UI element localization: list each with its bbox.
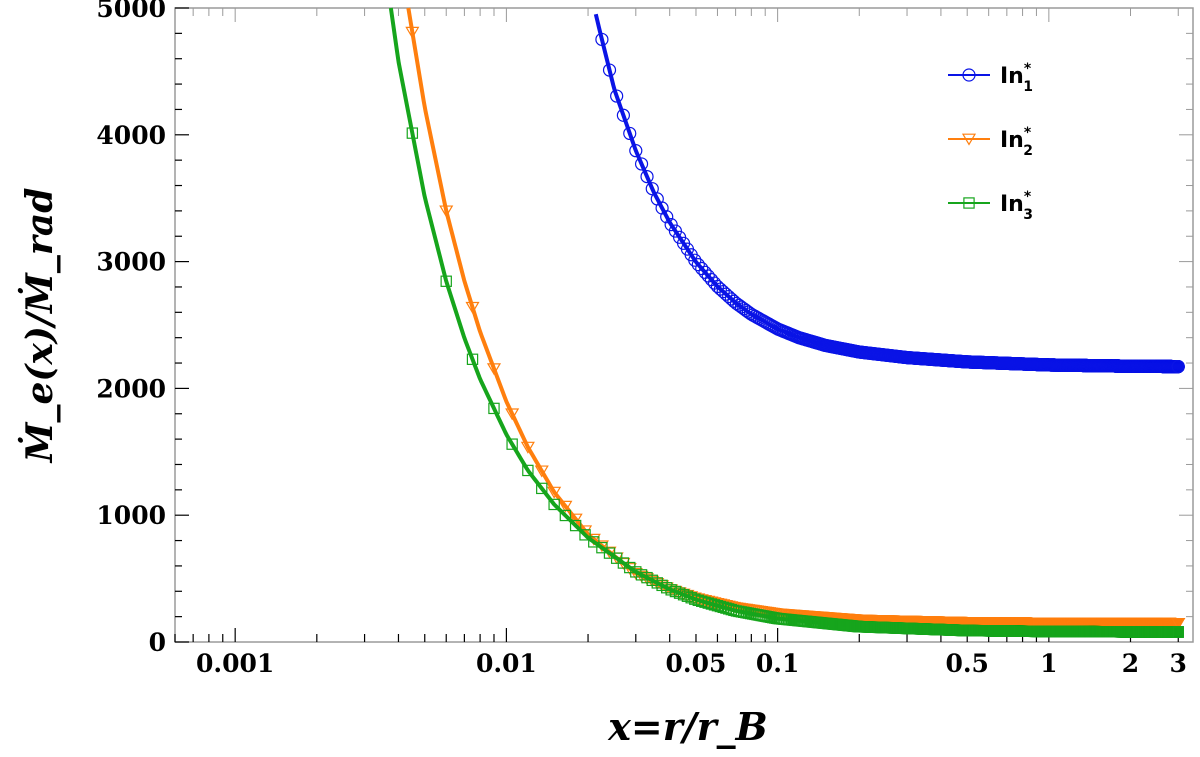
circle-marker	[1171, 359, 1185, 374]
square-marker	[536, 482, 548, 495]
circle-marker	[734, 300, 748, 314]
x-tick-label: 2	[1122, 649, 1139, 678]
circle-marker	[623, 126, 637, 141]
square-marker	[673, 587, 686, 599]
x-tick-label: 3	[1170, 649, 1187, 678]
circle-marker	[610, 89, 624, 103]
square-marker	[705, 598, 718, 610]
square-marker	[548, 498, 560, 511]
square-marker	[559, 509, 572, 522]
ticks: 0.001 0.01 0.05 0.1 0.5 1 2 3 0 1000 2000 3000 4000 5…	[96, 0, 1193, 678]
square-marker	[711, 599, 724, 612]
y-tick-label: 4000	[96, 121, 166, 150]
square-marker	[708, 599, 721, 611]
series-line	[593, 13, 1178, 369]
triangle-marker	[1171, 617, 1186, 630]
square-marker	[681, 590, 694, 602]
circle-marker	[655, 201, 669, 215]
circle-marker	[737, 302, 751, 316]
square-marker	[569, 519, 582, 532]
triangle-marker	[505, 408, 520, 421]
circle-marker	[640, 170, 654, 184]
series-3	[388, 7, 1184, 638]
triangle-marker	[568, 513, 583, 526]
triangle-marker	[547, 486, 562, 499]
x-tick-label: 0.1	[756, 649, 800, 678]
square-marker	[669, 585, 682, 598]
plot-frame	[174, 7, 1194, 643]
triangle-marker	[520, 441, 535, 454]
series-2	[405, 7, 1186, 630]
square-marker	[522, 464, 534, 477]
circle-marker	[722, 289, 736, 304]
circle-marker	[688, 253, 702, 267]
triangle-marker	[558, 500, 573, 513]
x-tick-label: 0.001	[196, 649, 274, 678]
square-marker	[488, 402, 500, 415]
y-tick-label: 1000	[96, 501, 166, 530]
square-marker	[630, 566, 642, 578]
square-marker	[579, 529, 591, 541]
x-tick-label: 1	[1040, 649, 1057, 678]
triangle-marker	[405, 26, 420, 39]
square-marker	[440, 275, 452, 287]
circle-marker	[634, 157, 649, 171]
square-marker	[661, 582, 673, 594]
circle-marker	[695, 261, 709, 276]
square-marker	[699, 596, 711, 608]
square-marker	[665, 584, 677, 596]
series-1	[593, 13, 1185, 374]
triangle-marker	[486, 363, 502, 376]
x-tick-label: 0.01	[476, 649, 537, 678]
series-markers	[405, 26, 1186, 630]
square-marker	[677, 589, 690, 601]
circle-marker	[691, 258, 705, 272]
triangle-marker	[465, 301, 480, 314]
square-marker	[406, 127, 419, 139]
circle-marker	[629, 144, 643, 158]
x-tick-label: 0.5	[945, 649, 989, 678]
series-line	[406, 7, 1177, 626]
y-tick-label: 5000	[96, 0, 166, 23]
triangle-marker	[439, 205, 454, 218]
circle-marker	[602, 63, 617, 77]
circle-marker	[616, 108, 630, 122]
circle-marker	[664, 218, 678, 232]
square-marker	[506, 438, 518, 450]
x-tick-label: 0.05	[666, 649, 727, 678]
square-marker	[466, 353, 479, 365]
square-marker	[588, 536, 600, 548]
series	[388, 7, 1186, 638]
y-tick-label: 0	[149, 628, 166, 657]
square-marker	[624, 561, 636, 574]
circle-marker	[660, 210, 674, 224]
series-markers	[595, 32, 1185, 374]
y-tick-label: 2000	[96, 374, 166, 403]
triangle-marker	[534, 465, 549, 478]
series-line	[388, 7, 1177, 634]
y-tick-label: 3000	[96, 248, 166, 277]
square-marker	[702, 597, 714, 609]
series-markers	[406, 127, 1184, 638]
circle-marker	[595, 32, 609, 47]
